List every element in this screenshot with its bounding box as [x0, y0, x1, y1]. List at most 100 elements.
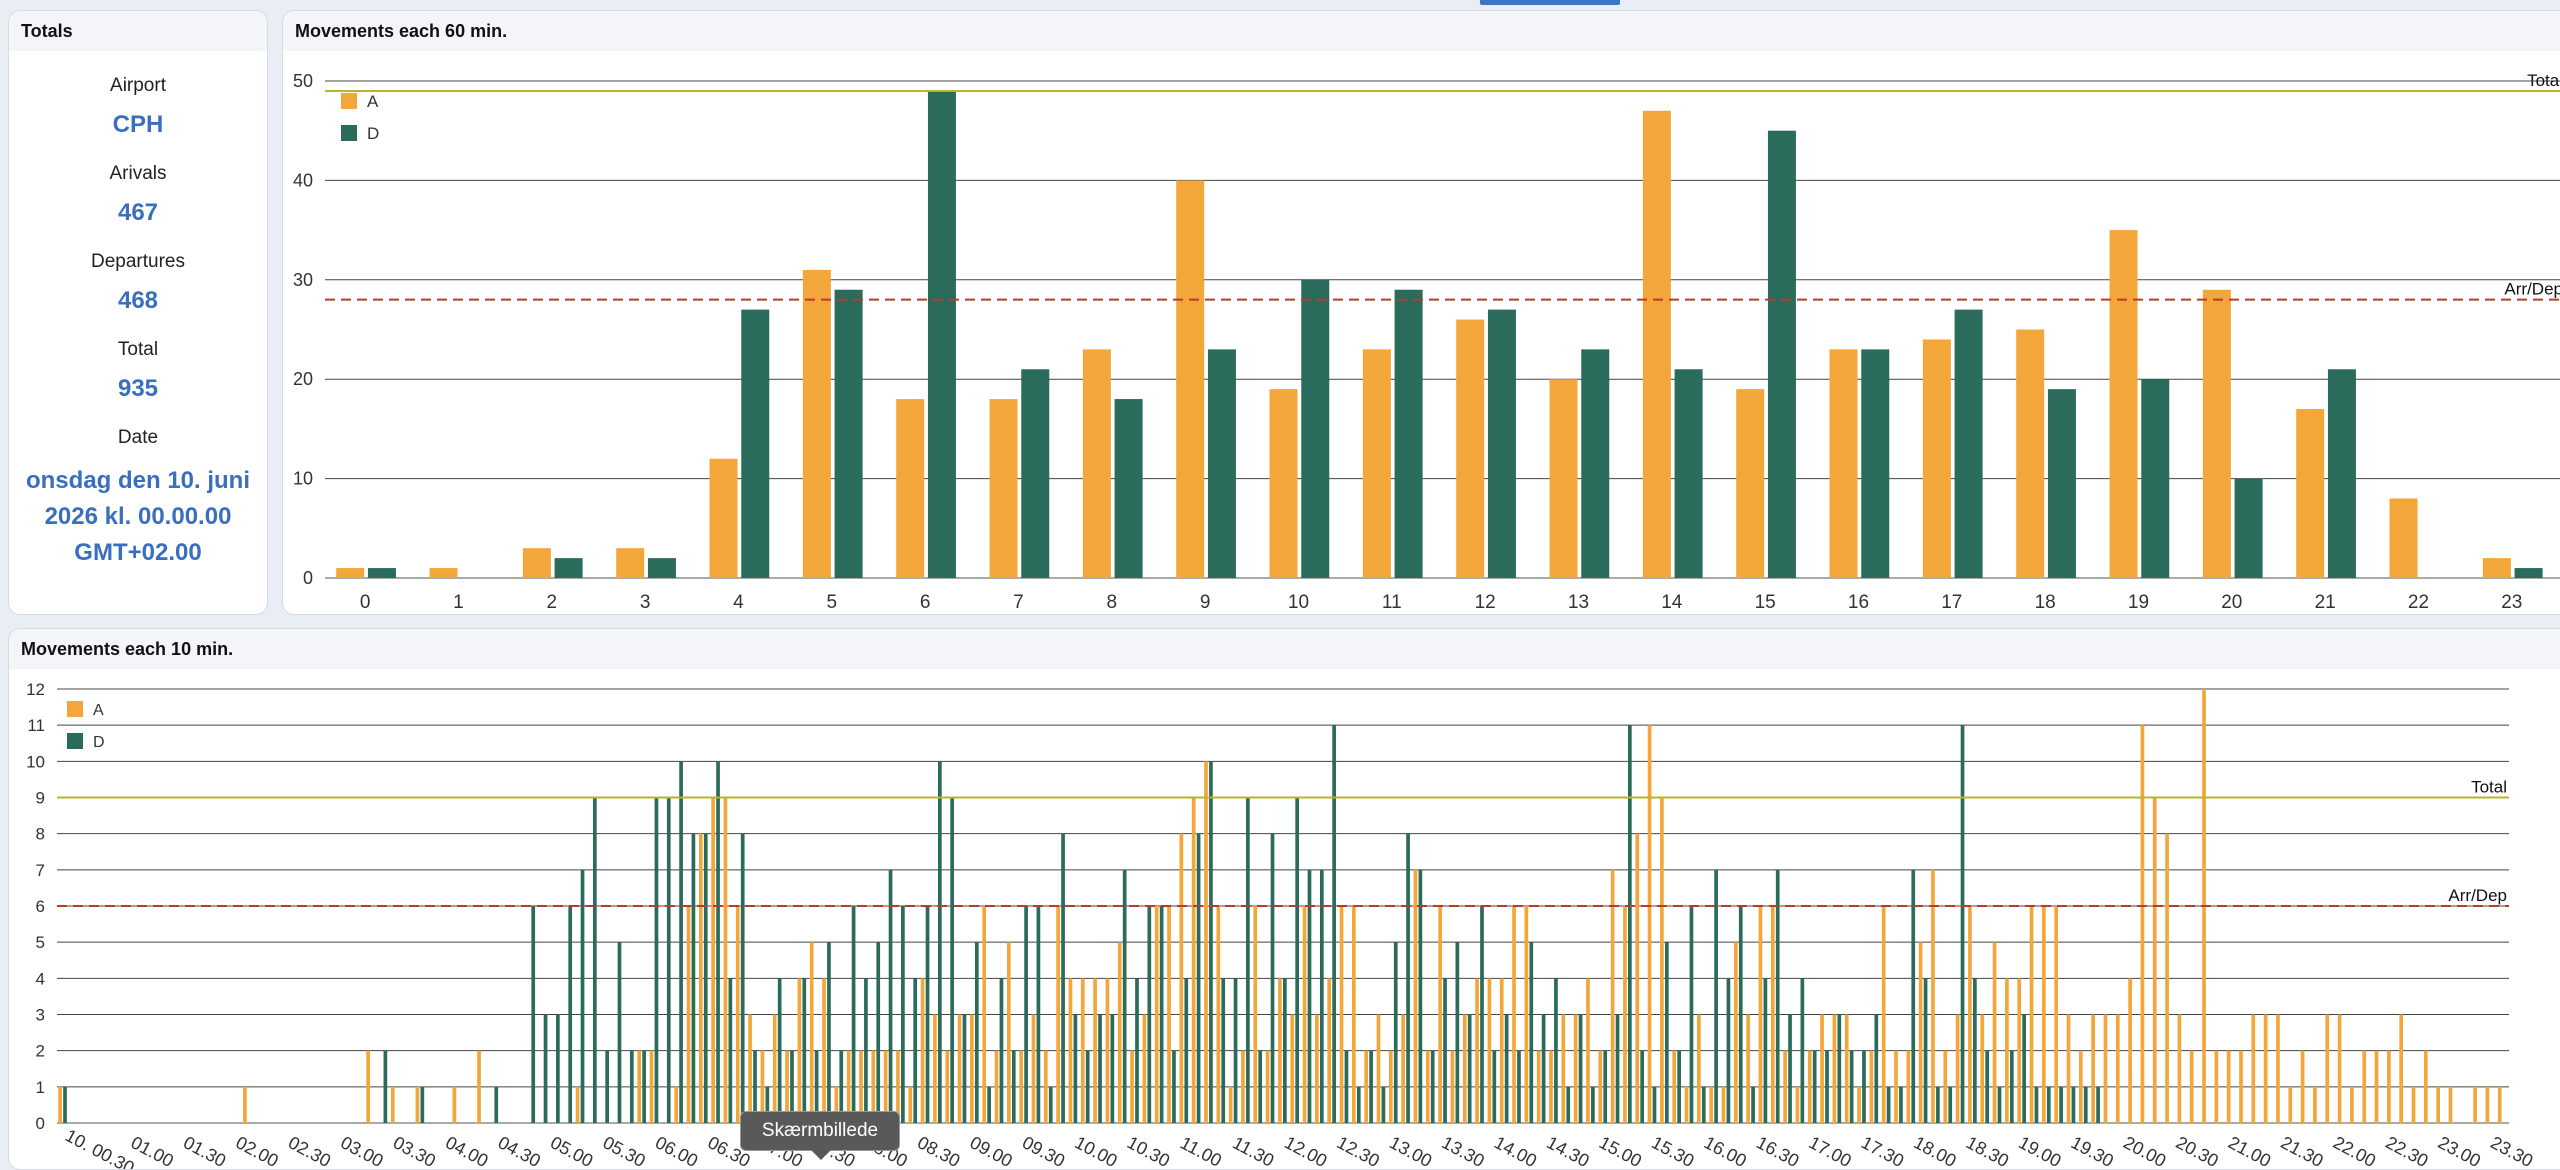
bar-departures — [1566, 1086, 1571, 1123]
bar-arrivals — [1524, 906, 1529, 1123]
bar-departures — [1529, 942, 1534, 1123]
x-tick-label: 23.30 — [2487, 1132, 2536, 1169]
bar-arrivals — [616, 548, 645, 578]
bar-departures — [1591, 1086, 1595, 1123]
x-tick-label: 14.30 — [1543, 1132, 1592, 1169]
x-tick-label: 8 — [1107, 592, 1118, 613]
bar-departures — [2071, 1086, 2076, 1123]
bar-arrivals — [1401, 1014, 1405, 1123]
bar-departures — [1923, 978, 1928, 1123]
bar-arrivals — [2189, 1050, 2194, 1123]
bar-arrivals — [698, 833, 703, 1123]
x-tick-label: 17.00 — [1806, 1132, 1855, 1169]
bar-departures — [1640, 1050, 1645, 1123]
bar-departures — [1874, 1014, 1879, 1123]
bar-departures — [999, 978, 1004, 1123]
x-tick-label: 18.30 — [1963, 1132, 2012, 1169]
bar-departures — [1147, 906, 1152, 1123]
bar-arrivals — [1918, 942, 1923, 1123]
y-tick-label: 20 — [293, 369, 313, 389]
bar-departures — [1936, 1086, 1940, 1123]
bar-departures — [1418, 869, 1423, 1123]
screenshot-tooltip: Skærmbillede — [740, 1111, 900, 1160]
x-tick-label: 08.30 — [914, 1132, 963, 1169]
bar-departures — [1073, 1014, 1078, 1123]
bar-departures — [63, 1086, 67, 1123]
bar-arrivals — [1829, 349, 1858, 578]
bar-arrivals — [1315, 1014, 1319, 1123]
x-tick-label: 7 — [1013, 592, 1024, 613]
bar-departures — [580, 869, 585, 1123]
bar-arrivals — [1450, 1050, 1455, 1123]
bar-arrivals — [822, 978, 826, 1123]
x-tick-label: 11.00 — [1177, 1133, 1225, 1169]
bar-arrivals — [2288, 1086, 2293, 1123]
bar-departures — [568, 906, 573, 1123]
bar-departures — [1301, 279, 1330, 578]
bar-arrivals — [809, 942, 814, 1123]
bar-departures — [937, 761, 942, 1123]
bar-departures — [1861, 349, 1890, 578]
bar-departures — [1948, 1086, 1953, 1123]
bar-departures — [1122, 869, 1127, 1123]
bar-departures — [1812, 1050, 1817, 1123]
bar-arrivals — [1758, 906, 1763, 1123]
bar-arrivals — [1955, 1014, 1960, 1123]
bar-departures — [1430, 1050, 1435, 1123]
bar-arrivals — [2374, 1050, 2379, 1123]
arrivals-value: 467 — [117, 199, 159, 226]
x-tick-label: 12.30 — [1334, 1132, 1383, 1169]
airport-value: CPH — [112, 111, 164, 138]
bar-arrivals — [686, 906, 691, 1123]
bar-departures — [827, 942, 831, 1123]
bar-arrivals — [1660, 797, 1664, 1123]
bar-departures — [927, 90, 956, 578]
bar-departures — [716, 761, 720, 1123]
bar-arrivals — [1512, 906, 1516, 1123]
bar-departures — [1701, 1086, 1706, 1123]
bar-departures — [962, 1014, 967, 1123]
bar-departures — [1862, 1050, 1866, 1123]
bar-arrivals — [1056, 906, 1060, 1123]
bar-arrivals — [1376, 1014, 1381, 1123]
y-tick-label: 6 — [36, 897, 45, 916]
x-tick-label: 16.30 — [1753, 1132, 1802, 1169]
bar-departures — [864, 978, 868, 1123]
bar-departures — [2083, 1086, 2088, 1123]
legend-arrivals-swatch — [67, 701, 83, 717]
bar-departures — [2141, 379, 2170, 578]
bar-departures — [543, 1014, 548, 1123]
bar-arrivals — [1043, 1050, 1048, 1123]
y-tick-label: 10 — [293, 469, 313, 489]
bar-arrivals — [2109, 230, 2138, 578]
bar-departures — [1517, 1050, 1521, 1123]
bar-departures — [1307, 869, 1312, 1123]
bar-arrivals — [1204, 761, 1208, 1123]
bar-departures — [1664, 942, 1669, 1123]
bar-departures — [2022, 1014, 2026, 1123]
x-tick-label: 03.30 — [390, 1132, 439, 1169]
bar-departures — [1283, 978, 1287, 1123]
bar-arrivals — [58, 1086, 62, 1123]
bar-departures — [617, 942, 622, 1123]
bar-departures — [1207, 349, 1236, 578]
bar-arrivals — [1105, 978, 1110, 1123]
bar-arrivals — [2263, 1014, 2268, 1123]
bar-arrivals — [2448, 1086, 2453, 1123]
x-tick-label: 16.00 — [1701, 1132, 1750, 1169]
hourly-chart-title: Movements each 60 min. — [283, 11, 2560, 51]
x-tick-label: 01.30 — [180, 1132, 229, 1169]
x-tick-label: 03.00 — [337, 1132, 386, 1169]
bar-arrivals — [243, 1086, 247, 1123]
bar-arrivals — [366, 1050, 370, 1123]
y-tick-label: 30 — [293, 270, 313, 290]
y-tick-label: 7 — [36, 861, 45, 880]
bar-departures — [814, 1050, 819, 1123]
bar-departures — [1344, 1050, 1349, 1123]
bar-departures — [1541, 1014, 1546, 1123]
bar-departures — [1985, 1050, 1990, 1123]
bar-arrivals — [1642, 110, 1671, 578]
x-tick-label: 19.00 — [2015, 1132, 2064, 1169]
bar-departures — [1480, 906, 1484, 1123]
